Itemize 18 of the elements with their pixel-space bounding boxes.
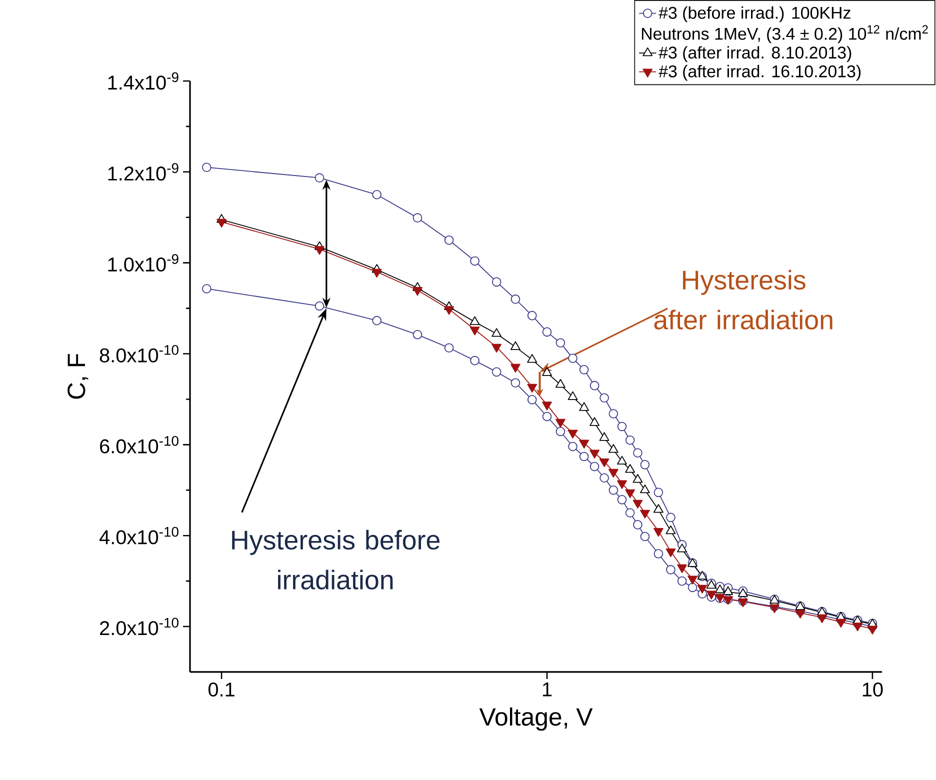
legend-label: #3 (after irrad. 8.10.2013) (658, 46, 852, 62)
y-axis-title: C, F (68, 354, 88, 399)
x-axis-title: Voltage, V (479, 707, 593, 731)
legend-label: #3 (after irrad. 16.10.2013) (658, 64, 861, 81)
x-tick-label: 1 (542, 682, 552, 696)
legend-label: #3 (before irrad.) 100KHz (658, 6, 850, 22)
annotation: Hysteresis after irradiation (654, 270, 832, 330)
x-tick-label: 0.1 (208, 682, 234, 697)
y-tick-label: 1.4x10$^{-9}$ (108, 72, 178, 90)
y-tick-label: 6.0x10$^{-10}$ (100, 436, 178, 454)
annotation: Hysteresis before irradiation (232, 530, 440, 590)
legend-title: Neutrons 1MeV, (3.4 ± 0.2) 10$^{12}$ n/cm$^{2}$ (642, 25, 928, 44)
y-tick-label: 4.0x10$^{-10}$ (99, 526, 178, 544)
y-tick-label: 1.0x10$^{-9}$ (108, 254, 178, 272)
y-tick-label: 1.2x10$^{-9}$ (108, 163, 178, 181)
x-tick-label: 10 (862, 682, 883, 697)
y-tick-label: 2.0x10$^{-10}$ (100, 618, 178, 636)
y-tick-label: 8.0x10$^{-10}$ (100, 345, 178, 362)
